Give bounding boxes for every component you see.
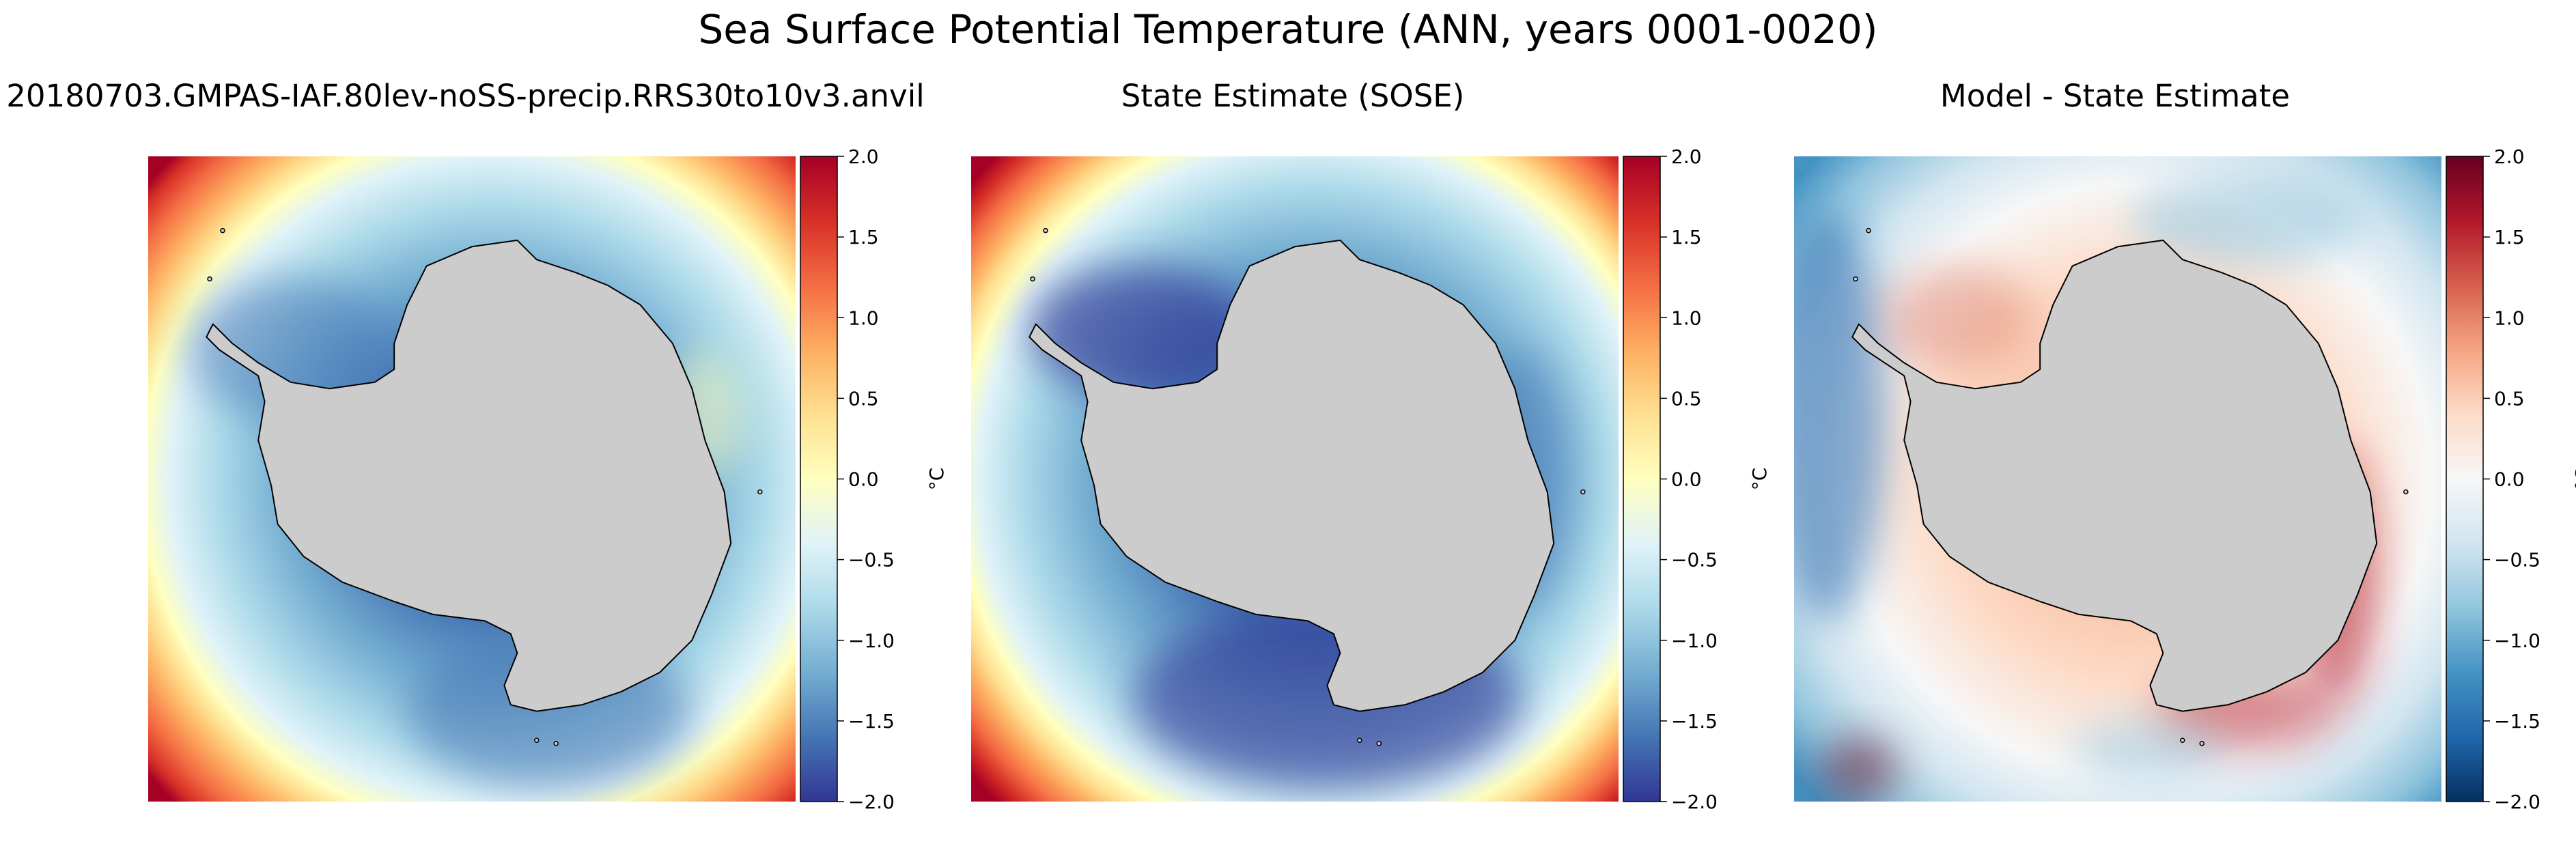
colorbar [2446,156,2484,802]
colorbar-tick-label: 1.5 [2494,226,2525,249]
island [2180,737,2185,743]
panel-3-title: Model - State Estimate [1940,78,2291,114]
antarctica-landmass [206,239,732,712]
colorbar-tick-label: −2.0 [1671,791,1718,813]
map-3 [1794,156,2441,802]
colorbar-tick-label: −0.5 [1671,549,1718,571]
colorbar-tick-label: 2.0 [1671,145,1702,168]
island [2199,741,2204,746]
colorbar-label: °C [925,468,948,491]
colorbar [1623,156,1661,802]
map-2 [971,156,1619,802]
antarctica-landmass [1028,239,1555,712]
colorbar-tick-label: 0.0 [1671,468,1702,491]
island [757,489,763,495]
colorbar-tick-label: −1.0 [1671,630,1718,652]
field-anomaly [186,279,395,421]
colorbar-tick-label: 2.0 [848,145,879,168]
island [1043,227,1048,234]
colorbar-tick-label: −1.5 [848,710,895,733]
colorbar-tick-label: 1.5 [1671,226,1702,249]
field-anomaly [2130,175,2364,266]
colorbar-label: °C [1748,468,1771,491]
panel-1-title: 20180703.GMPAS-IAF.80lev-noSS-precip.RRS… [6,78,925,114]
island [1866,227,1871,234]
panel-1: 2.0 1.5 1.0 0.5 0.0 −0.5 −1.0 −1.5 −2.0 °C [148,145,948,813]
island [207,276,212,282]
field-anomaly [1794,208,1885,621]
colorbar-tick-label: 0.0 [848,468,879,491]
island [1580,489,1586,495]
colorbar-tick-label: 1.0 [2494,307,2525,329]
colorbar-label: °C [2571,468,2576,491]
colorbar-tick-label: −0.5 [2494,549,2540,571]
field-anomaly [2072,718,2228,782]
colorbar-tick-label: −1.5 [1671,710,1718,733]
colorbar-tick-label: 0.5 [1671,387,1702,410]
map-1 [148,156,796,802]
colorbar-tick-label: −1.5 [2494,710,2540,733]
field-anomaly [1878,266,2034,369]
colorbar-tick-label: 2.0 [2494,145,2525,168]
island [2403,489,2409,495]
colorbar-tick-label: −2.0 [2494,791,2540,813]
figure-title: Sea Surface Potential Temperature (ANN, … [698,6,1878,53]
colorbar [800,156,838,802]
colorbar-tick-label: 1.0 [1671,307,1702,329]
panel-2: 2.0 1.5 1.0 0.5 0.0 −0.5 −1.0 −1.5 −2.0 °C [971,145,1771,813]
panel-3: 2.0 1.5 1.0 0.5 0.0 −0.5 −1.0 −1.5 −2.0 °C [1794,145,2576,813]
antarctica-landmass [1851,239,2378,712]
colorbar-tick-label: −0.5 [848,549,895,571]
colorbar-tick-label: 1.5 [848,226,879,249]
island [1853,276,1858,282]
colorbar-tick-label: 1.0 [848,307,879,329]
colorbar-tick-label: −1.0 [848,630,895,652]
island [1376,741,1382,746]
island [220,227,225,234]
colorbar-tick-label: −2.0 [848,791,895,813]
island [534,737,540,743]
colorbar-tick-label: 0.5 [2494,387,2525,410]
colorbar-tick-label: 0.0 [2494,468,2525,491]
panel-2-title: State Estimate (SOSE) [1121,78,1465,114]
colorbar-tick-label: 0.5 [848,387,879,410]
island [1357,737,1362,743]
island [1030,276,1035,282]
field-anomaly [1819,737,1898,802]
field-anomaly [1029,266,1250,395]
colorbar-tick-label: −1.0 [2494,630,2540,652]
island [553,741,559,746]
